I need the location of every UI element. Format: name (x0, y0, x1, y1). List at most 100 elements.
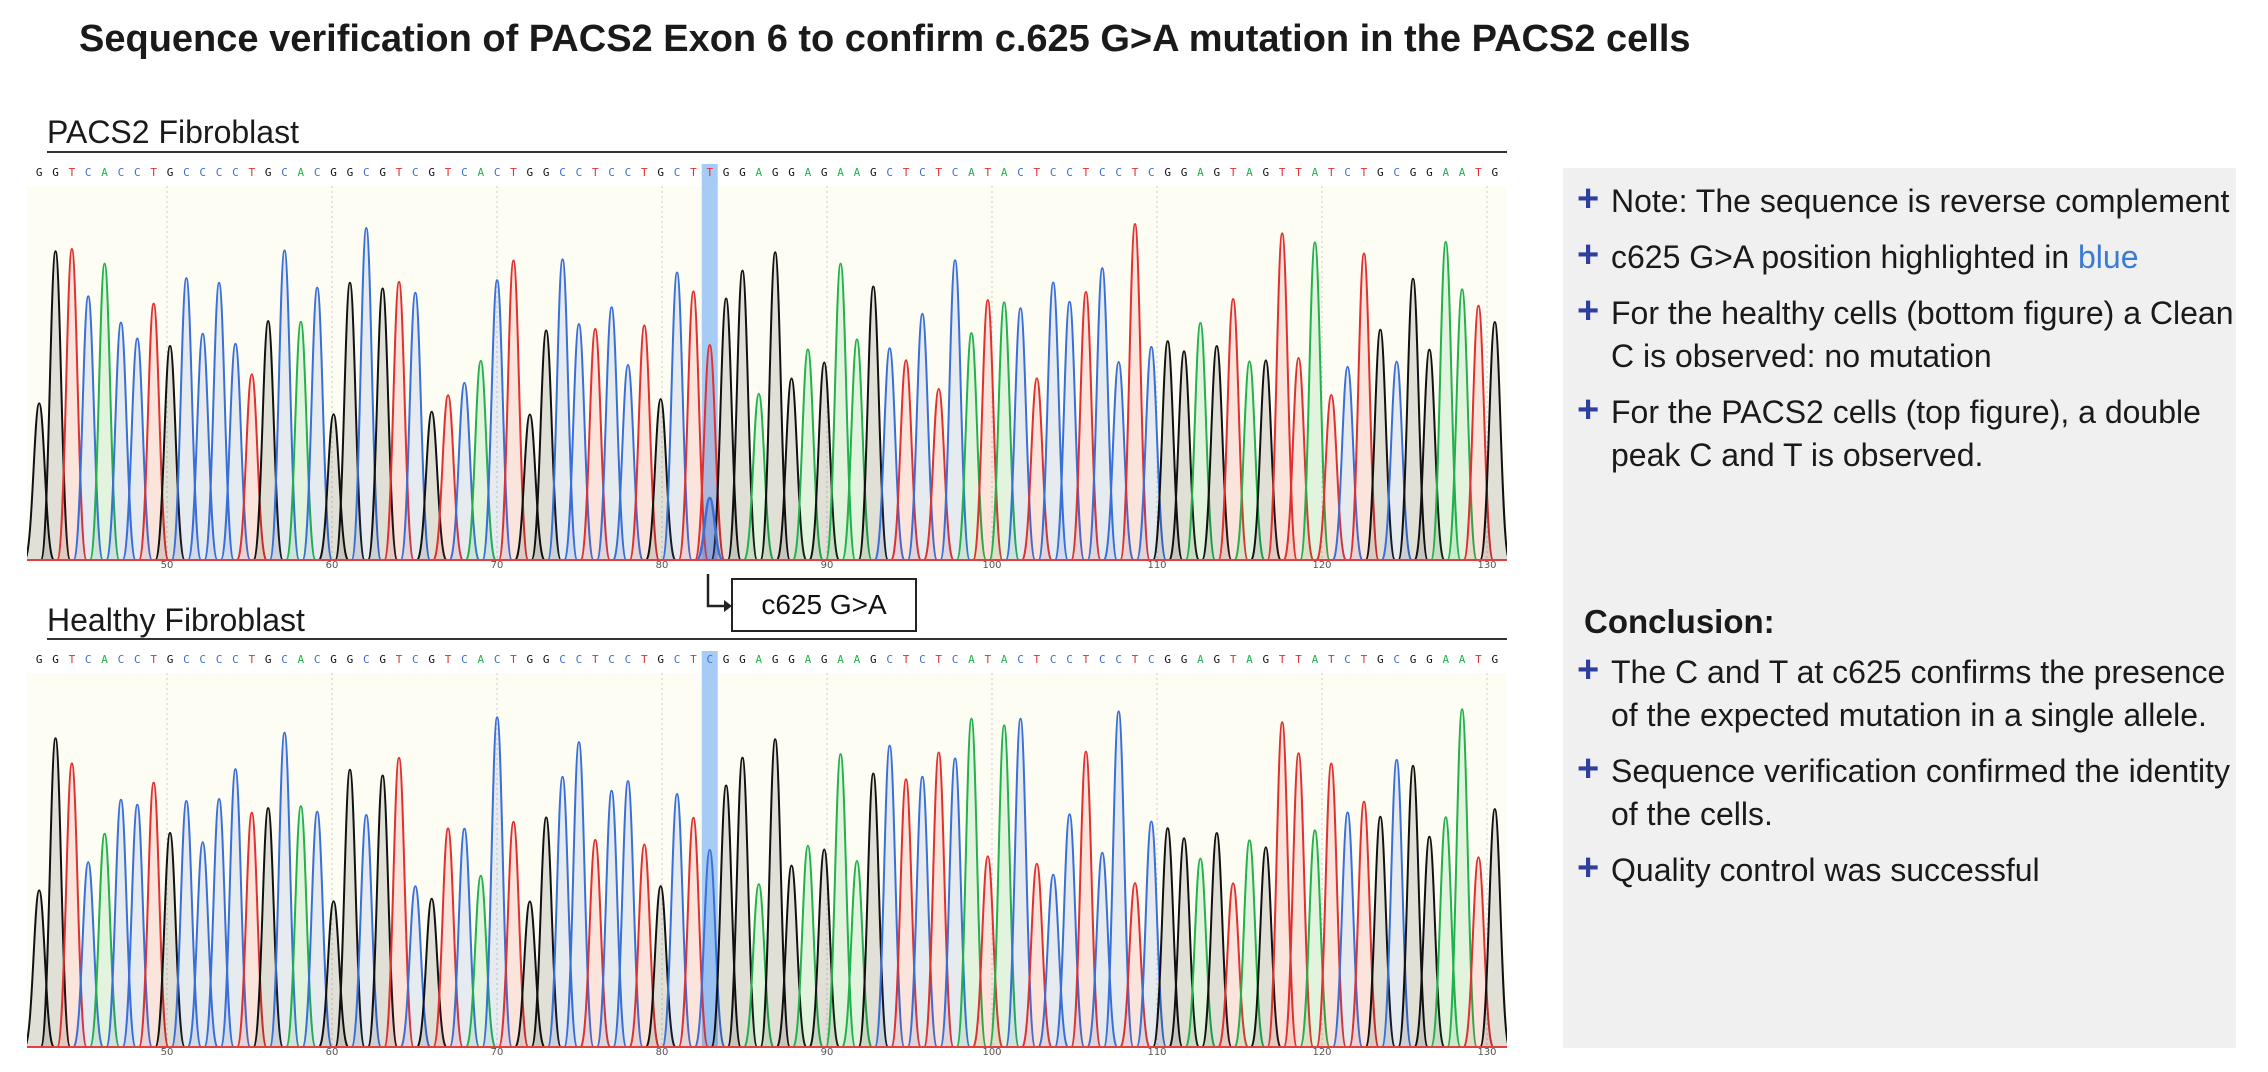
base-peak (27, 402, 55, 561)
base-call-letter: G (347, 166, 354, 179)
base-call-letter: T (1328, 166, 1335, 179)
base-call-letter: T (510, 653, 517, 666)
base-call-letter: C (232, 653, 239, 666)
base-call-letter: G (723, 653, 730, 666)
base-call-letter: G (1181, 653, 1188, 666)
base-call-letter: A (1197, 653, 1204, 666)
base-call-letter: G (1377, 653, 1384, 666)
base-call-letter: T (248, 166, 255, 179)
base-call-letter: C (412, 166, 419, 179)
base-call-letter: G (788, 653, 795, 666)
tick-label: 70 (491, 560, 504, 570)
base-peak (317, 900, 350, 1048)
base-call-letter: T (1230, 166, 1237, 179)
base-call-letter: A (1312, 166, 1319, 179)
base-call-letter: G (428, 166, 435, 179)
base-call-letter: C (281, 166, 288, 179)
base-call-letter: C (199, 653, 206, 666)
list-item: + Quality control was successful (1577, 847, 2040, 889)
base-call-letter: T (1132, 653, 1139, 666)
base-call-letter: G (772, 166, 779, 179)
base-peak (1479, 321, 1507, 561)
base-call-letter: C (952, 653, 959, 666)
base-call-letter: C (1017, 653, 1024, 666)
base-call-letter: T (69, 653, 76, 666)
base-call-letter: G (1426, 653, 1433, 666)
base-call-letter: A (1246, 166, 1253, 179)
base-call-letter: A (1001, 653, 1008, 666)
mutation-callout: c625 G>A (731, 578, 917, 632)
tick-label: 80 (656, 560, 669, 570)
tick-label: 50 (161, 560, 174, 570)
base-call-letter: T (641, 166, 648, 179)
base-call-letter: C (1017, 166, 1024, 179)
base-call-letter: G (265, 166, 272, 179)
base-call-letter: A (968, 166, 975, 179)
tick-label: 100 (982, 560, 1001, 570)
base-call-letter: T (903, 653, 910, 666)
base-call-letter: C (952, 166, 959, 179)
tick-label: 130 (1477, 1047, 1496, 1057)
base-call-letter: G (1164, 653, 1171, 666)
tick-label: 120 (1312, 560, 1331, 570)
base-peak (1102, 710, 1135, 1048)
base-call-letter: G (52, 653, 59, 666)
base-call-letter: T (1034, 166, 1041, 179)
double-peak-c (695, 496, 725, 562)
panel-divider (47, 638, 1507, 640)
conclusion-list: + The C and T at c625 confirms the prese… (1563, 649, 2236, 892)
highlight-column (701, 164, 718, 560)
base-call-letter: C (674, 166, 681, 179)
base-call-letter: T (396, 653, 403, 666)
base-call-letter: C (1393, 653, 1400, 666)
base-call-letter: C (559, 653, 566, 666)
base-call-letter: C (1344, 653, 1351, 666)
base-call-letter: T (690, 166, 697, 179)
base-call-letter: C (706, 653, 713, 666)
base-call-letter: G (1213, 653, 1220, 666)
base-call-letter: T (1083, 166, 1090, 179)
base-call-letter: C (363, 653, 370, 666)
peaks (27, 708, 1507, 1048)
base-call-letter: A (1312, 653, 1319, 666)
base-call-letter: A (1001, 166, 1008, 179)
base-call-letter: G (1213, 166, 1220, 179)
base-call-letter: G (543, 653, 550, 666)
base-call-letter: T (1295, 166, 1302, 179)
base-call-letter: A (1442, 166, 1449, 179)
base-call-letter: A (968, 653, 975, 666)
base-call-letter: G (1181, 166, 1188, 179)
base-call-letter: T (1295, 653, 1302, 666)
base-call-letter: G (527, 166, 534, 179)
base-call-letter: C (118, 166, 125, 179)
tick-label: 60 (326, 560, 339, 570)
base-call-letter: G (821, 653, 828, 666)
base-call-letter: A (756, 166, 763, 179)
base-call-letter: G (527, 653, 534, 666)
base-call-letter: T (690, 653, 697, 666)
base-call-letter: T (1279, 653, 1286, 666)
base-call-letter: T (150, 653, 157, 666)
base-call-letter: C (608, 166, 615, 179)
base-call-letter: G (1410, 166, 1417, 179)
base-call-letter: C (608, 653, 615, 666)
callout-arrow-icon (706, 574, 732, 612)
base-peak (497, 259, 530, 561)
base-call-letter: A (837, 653, 844, 666)
base-call-letter: C (134, 166, 141, 179)
base-call-letter: T (69, 166, 76, 179)
plus-icon: + (1577, 178, 1600, 220)
tick-label: 90 (821, 560, 834, 570)
base-call-letter: C (886, 653, 893, 666)
base-peak (743, 883, 775, 1048)
base-call-letter: C (183, 653, 190, 666)
base-call-letter: C (559, 166, 566, 179)
base-call-letter: C (118, 653, 125, 666)
tick-label: 130 (1477, 560, 1496, 570)
base-call-letter: G (772, 653, 779, 666)
base-call-letter: G (1263, 166, 1270, 179)
